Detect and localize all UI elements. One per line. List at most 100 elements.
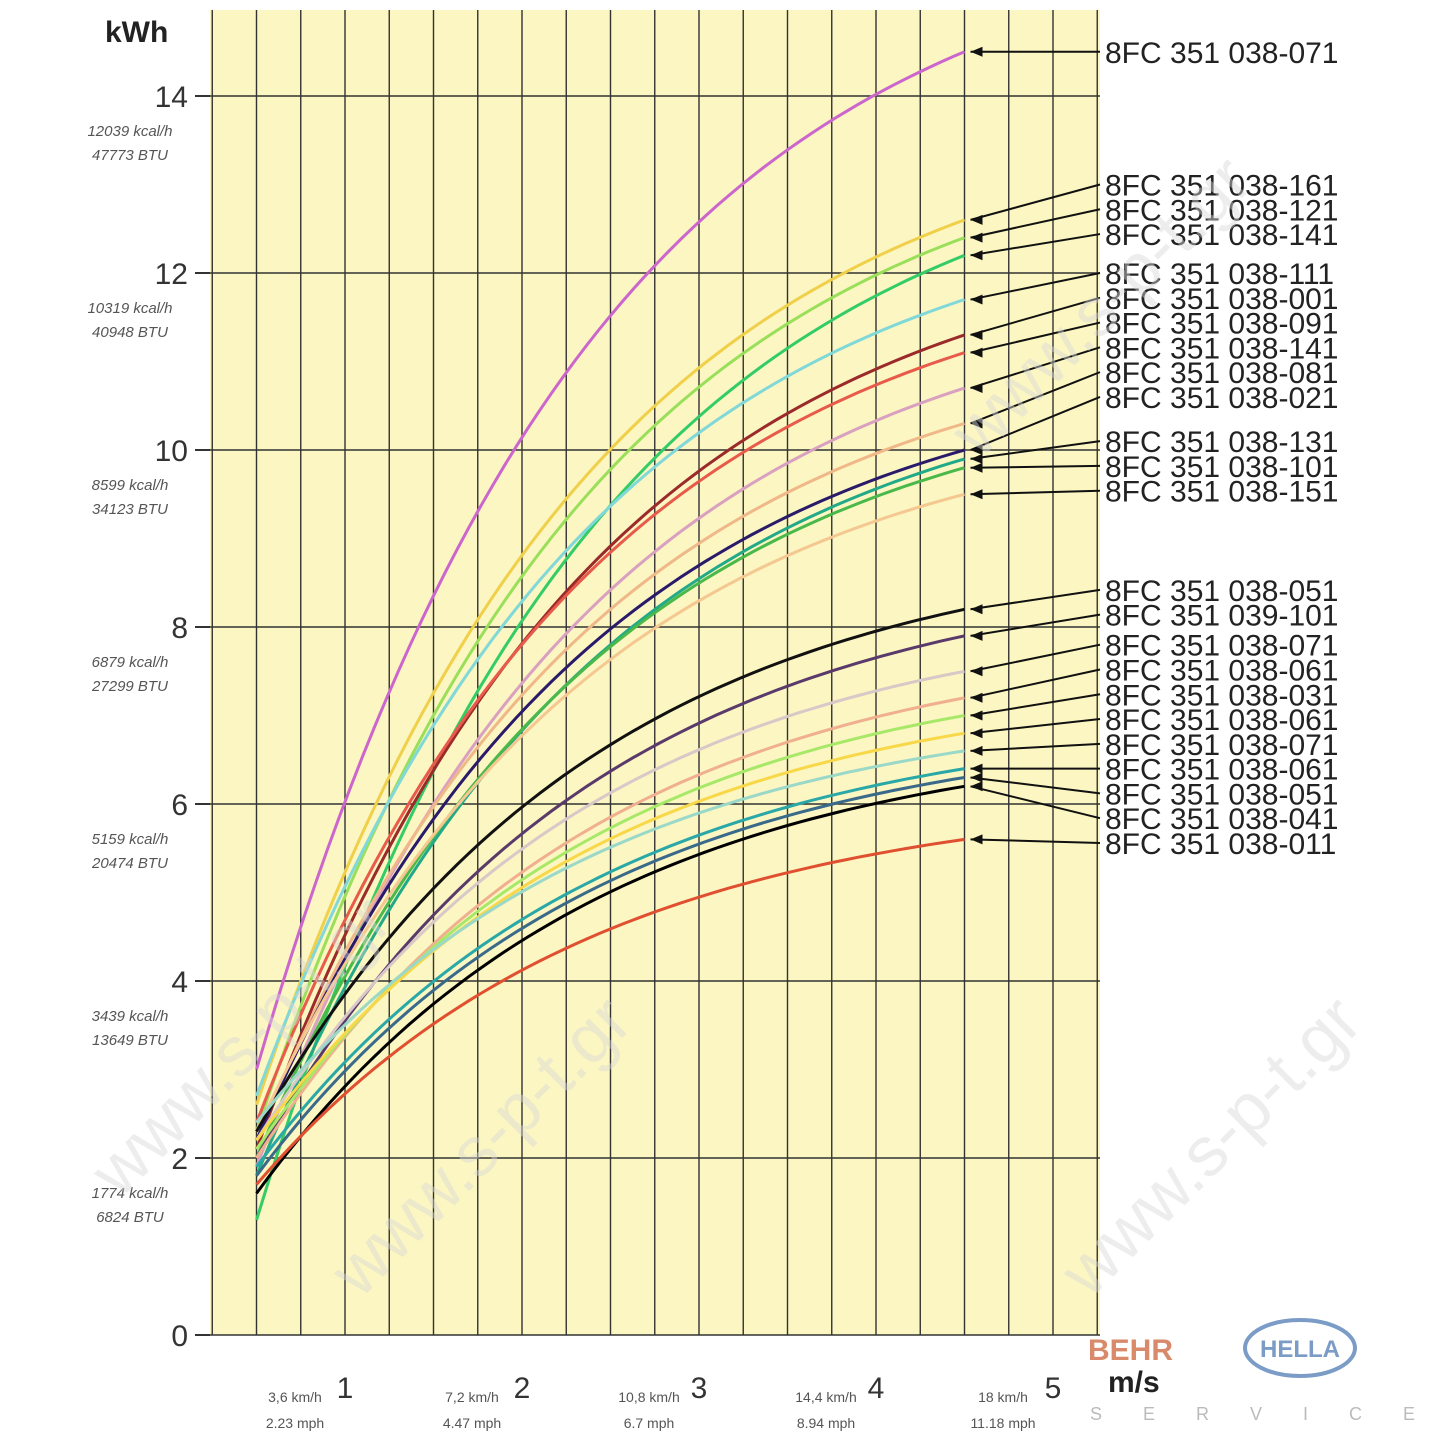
legend-arrowhead: [970, 329, 983, 340]
series-line: [255, 421, 965, 1141]
service-wordmark: S E R V I C E: [1090, 1404, 1433, 1424]
y-tick-sublabel: 1774 kcal/h: [92, 1185, 169, 1202]
legend-arrow: [970, 464, 1101, 469]
legend-arrowhead: [970, 489, 983, 500]
legend-label: 8FC 351 038-001: [1105, 283, 1339, 316]
series-line: [255, 351, 965, 1124]
legend-arrow: [970, 183, 1101, 221]
logo-group: BEHR HELLA S E R V I C E: [1088, 1318, 1433, 1424]
y-tick-label: 10: [155, 435, 188, 468]
x-tick-label: 3: [691, 1372, 708, 1405]
legend-arrowhead: [970, 418, 983, 429]
legend-arrow: [970, 208, 1101, 239]
y-tick-label: 6: [171, 789, 188, 822]
x-tick-sublabel: 18 km/h: [978, 1389, 1028, 1405]
legend-label: 8FC 351 038-101: [1105, 451, 1339, 484]
legend-label: 8FC 351 039-101: [1105, 600, 1339, 633]
x-tick-sublabel: 4.47 mph: [443, 1415, 501, 1431]
series-line: [255, 386, 965, 1168]
x-tick-sublabel: 14,4 km/h: [795, 1389, 856, 1405]
y-tick-sublabel: 10319 kcal/h: [87, 300, 172, 317]
legend-arrow: [970, 838, 1101, 844]
series-line: [255, 448, 965, 1141]
y-tick-label: 14: [155, 81, 188, 114]
legend-label: 8FC 351 038-161: [1105, 170, 1339, 203]
legend-arrowhead: [970, 445, 983, 455]
legend-arrowhead: [970, 462, 983, 473]
legend-arrow: [970, 233, 1101, 257]
legend-arrow: [970, 395, 1101, 451]
legend-arrowhead: [970, 250, 983, 261]
legend-arrow: [970, 371, 1101, 425]
y-tick-sublabel: 6879 kcal/h: [92, 654, 169, 671]
series-line: [255, 784, 965, 1195]
legend-arrow: [970, 346, 1101, 390]
legend-arrow: [970, 643, 1101, 673]
y-tick-label: 2: [171, 1143, 188, 1176]
legend-arrow: [970, 588, 1101, 611]
legend-arrowhead: [970, 666, 983, 677]
x-tick-sublabel: 8.94 mph: [797, 1415, 855, 1431]
series-line: [255, 218, 966, 1106]
series-line: [255, 776, 965, 1177]
x-tick-sublabel: 3,6 km/h: [268, 1389, 322, 1405]
y-tick-label: 8: [171, 612, 188, 645]
y-tick-sublabel: 47773 BTU: [92, 147, 168, 164]
legend-label: 8FC 351 038-021: [1105, 382, 1339, 415]
legend-arrowhead: [970, 630, 983, 641]
series-lines: [255, 50, 966, 1221]
series-line: [255, 333, 965, 1150]
x-tick-sublabel: 7,2 km/h: [445, 1389, 499, 1405]
y-tick-sublabel: 8599 kcal/h: [92, 477, 169, 494]
series-line: [255, 466, 965, 1159]
legend-label: 8FC 351 038-031: [1105, 679, 1339, 712]
legend-label: 8FC 351 038-141: [1105, 332, 1339, 365]
legend-label: 8FC 351 038-061: [1105, 704, 1339, 737]
y-tick-sublabel: 3439 kcal/h: [92, 1008, 169, 1025]
series-line: [255, 298, 965, 1097]
x-tick-label: 5: [1045, 1372, 1062, 1405]
y-tick-sublabel: 34123 BTU: [92, 501, 168, 518]
series-line: [255, 50, 966, 1070]
legend-arrowhead: [970, 763, 983, 774]
y-tick-sublabel: 5159 kcal/h: [92, 831, 169, 848]
hella-logo: HELLA: [1260, 1336, 1340, 1363]
legend-label: 8FC 351 038-041: [1105, 803, 1339, 836]
x-tick-label: 2: [514, 1372, 531, 1405]
legend-arrow: [970, 321, 1101, 354]
legend-label: 8FC 351 038-011: [1105, 828, 1336, 861]
legend-arrow: [970, 742, 1101, 752]
y-tick-sublabel: 20474 BTU: [91, 855, 168, 872]
x-axis-title: m/s: [1108, 1366, 1160, 1399]
legend-arrow: [970, 613, 1101, 637]
series-line: [255, 669, 965, 1142]
behr-logo: BEHR: [1088, 1334, 1173, 1367]
legend-label: 8FC 351 038-061: [1105, 754, 1339, 787]
series-line: [255, 731, 965, 1142]
legend-arrowhead: [970, 294, 983, 305]
legend-label: 8FC 351 038-141: [1105, 219, 1339, 252]
legend-arrow: [970, 693, 1101, 717]
legend-label: 8FC 351 038-131: [1105, 426, 1339, 459]
x-tick-sublabel: 2.23 mph: [266, 1415, 324, 1431]
legend-arrowhead: [970, 232, 983, 243]
legend-arrow: [970, 785, 1101, 820]
legend-label: 8FC 351 038-071: [1105, 37, 1339, 70]
series-line: [255, 837, 965, 1186]
legend-arrowhead: [970, 453, 983, 464]
series-line: [255, 767, 965, 1168]
legend-label: 8FC 351 038-081: [1105, 357, 1339, 390]
legend-arrow: [970, 489, 1101, 496]
legend-arrow: [970, 718, 1101, 735]
legend-arrow: [970, 296, 1101, 336]
x-tick-label: 1: [337, 1372, 354, 1405]
legend-arrowhead: [970, 772, 983, 783]
legend-label: 8FC 351 038-121: [1105, 194, 1339, 227]
legend-label: 8FC 351 038-091: [1105, 308, 1339, 341]
legend-arrow: [970, 776, 1101, 795]
legend-arrow: [970, 272, 1101, 301]
y-tick-sublabel: 6824 BTU: [96, 1209, 164, 1226]
legend-arrowhead: [970, 604, 983, 615]
